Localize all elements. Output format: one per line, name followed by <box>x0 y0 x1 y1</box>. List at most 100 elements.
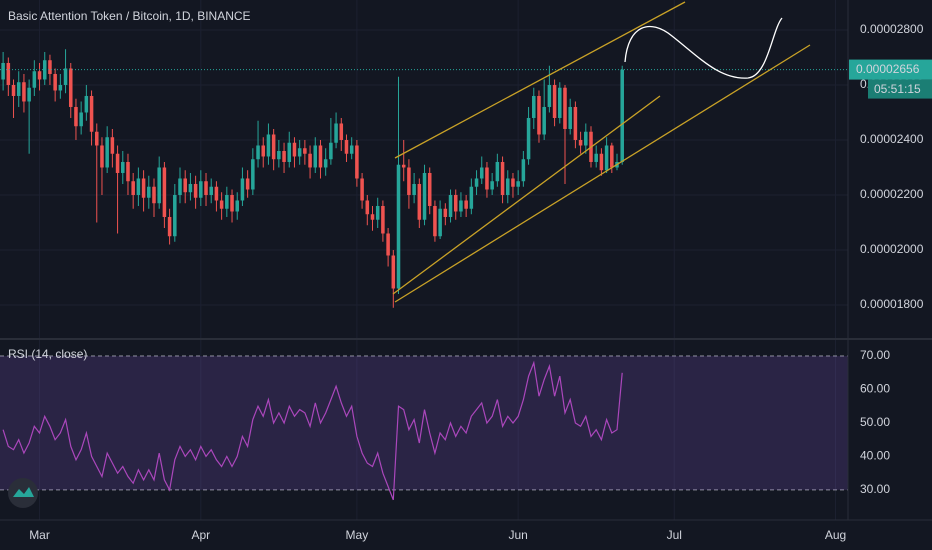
candle-body <box>162 167 167 217</box>
candle-body <box>152 186 156 204</box>
candle-body <box>396 164 401 289</box>
candle-body <box>53 73 57 91</box>
candle-body <box>448 194 453 217</box>
candle-body <box>485 167 489 190</box>
candle-body <box>219 200 224 209</box>
candle-body <box>37 71 42 80</box>
candle-body <box>105 137 109 168</box>
candle-body <box>360 178 364 201</box>
candle-body <box>271 134 276 160</box>
grid <box>0 0 848 520</box>
candle-body <box>6 62 11 85</box>
candle-body <box>459 200 463 212</box>
candle-body <box>48 60 52 74</box>
candle-body <box>334 123 338 143</box>
candle-body <box>584 131 588 146</box>
candle-body <box>230 194 234 212</box>
candle-body <box>42 60 47 80</box>
candle-body <box>610 145 614 168</box>
candle-body <box>173 194 177 237</box>
candle-body <box>214 186 219 201</box>
candle-body <box>287 142 292 162</box>
candle-body <box>240 178 245 201</box>
candle-body <box>532 95 536 118</box>
candle-body <box>604 145 609 171</box>
candle-body <box>225 194 229 209</box>
rsi-tick-label: 50.00 <box>860 415 890 429</box>
candle-body <box>401 164 406 168</box>
logo <box>8 478 38 508</box>
candle-body <box>599 153 604 171</box>
candle-body <box>209 186 213 195</box>
x-tick-label: Jul <box>667 528 682 542</box>
candle-body <box>245 178 250 190</box>
candle-body <box>568 106 572 129</box>
candle-body <box>375 205 380 220</box>
candle-body <box>443 208 448 217</box>
candle-body <box>131 181 135 195</box>
x-tick-label: Aug <box>825 528 846 542</box>
candle-body <box>126 161 130 182</box>
candle-body <box>427 172 432 206</box>
candle-body <box>308 153 312 168</box>
drawings <box>392 1 811 303</box>
candle-body <box>141 178 146 198</box>
candle-body <box>1 62 5 80</box>
candle-body <box>490 181 494 190</box>
candle-body <box>147 186 151 198</box>
y-tick-label: 0.00002800 <box>860 22 924 36</box>
candle-body <box>355 145 359 179</box>
candle-body <box>100 145 104 168</box>
candle-body <box>63 68 68 85</box>
candle-body <box>183 178 187 193</box>
candle-body <box>505 178 510 195</box>
axes: Mar Apr May Jun Jul Aug 0.00001800 0.00002000 0.… <box>29 22 932 542</box>
candle-body <box>11 84 16 96</box>
candle-body <box>381 205 385 234</box>
candle-body <box>79 112 83 127</box>
candle-body <box>84 95 89 113</box>
candle-body <box>438 208 442 237</box>
candle-body <box>349 145 354 154</box>
candle-body <box>27 87 31 102</box>
candle-body <box>199 181 203 198</box>
candle-body <box>516 181 520 187</box>
candle-body <box>573 106 578 140</box>
candle-body <box>323 159 328 168</box>
candle-body <box>235 200 240 212</box>
candle-body <box>256 145 260 160</box>
candle-body <box>136 178 141 195</box>
x-tick-label: May <box>346 528 369 542</box>
candle-body <box>339 123 344 140</box>
candle-body <box>157 167 161 204</box>
candle-body <box>453 194 458 212</box>
candle-body <box>89 95 94 132</box>
candle-body <box>500 161 505 195</box>
candle-body <box>167 216 172 237</box>
candle-body <box>365 200 370 215</box>
rsi-title: RSI (14, close) <box>8 347 87 361</box>
candle-body <box>526 117 531 160</box>
candle-body <box>479 167 484 179</box>
countdown-box <box>868 79 932 99</box>
candle-body <box>178 178 182 195</box>
candle-body <box>474 178 479 187</box>
candle-body <box>115 153 120 173</box>
rsi-tick-label: 60.00 <box>860 382 890 396</box>
candle-body <box>422 172 427 220</box>
candle-body <box>370 214 375 220</box>
candle-body <box>188 183 193 193</box>
candle-body <box>32 71 37 88</box>
candle-body <box>464 200 468 209</box>
candle-body <box>495 161 500 182</box>
x-tick-label: Apr <box>191 528 210 542</box>
candle-body <box>542 106 546 135</box>
channel-lower <box>394 44 811 303</box>
candle-body <box>552 84 557 118</box>
candle-body <box>292 142 297 157</box>
candle-body <box>282 150 286 162</box>
countdown-label: 05:51:15 <box>874 82 921 96</box>
candle-body <box>417 183 422 220</box>
